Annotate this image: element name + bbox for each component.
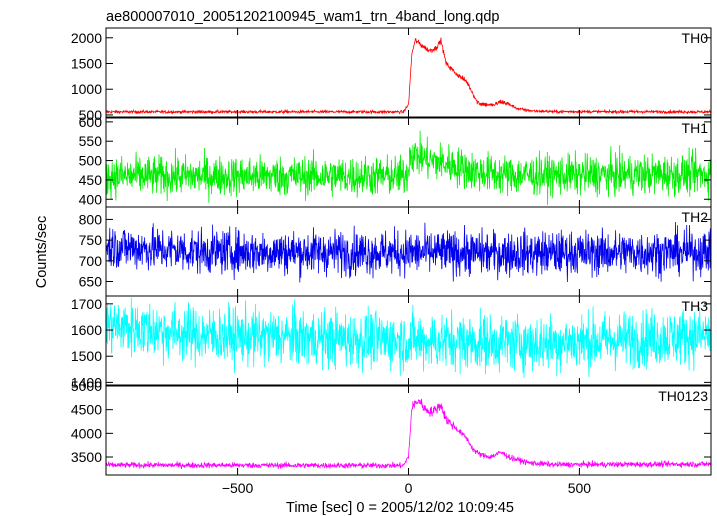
panel-label-th0123: TH0123 [658, 388, 708, 404]
y-tick-label-th2: 700 [79, 253, 103, 269]
y-tick-label-th3: 1700 [71, 296, 102, 312]
x-tick-label: 500 [568, 480, 592, 496]
panel-label-th2: TH2 [682, 209, 709, 225]
chart-title: ae800007010_20051202100945_wam1_trn_4ban… [106, 9, 499, 25]
series-th2 [106, 221, 711, 283]
y-tick-label-th0123: 5000 [71, 378, 102, 394]
y-tick-label-th0123: 4500 [71, 402, 102, 418]
y-axis-label: Counts/sec [34, 216, 50, 289]
y-tick-label-th1: 550 [79, 133, 103, 149]
y-tick-label-th0: 500 [79, 107, 103, 123]
y-tick-label-th3: 1600 [71, 322, 102, 338]
series-th1 [106, 130, 711, 205]
x-tick-label: 0 [405, 480, 413, 496]
series-th0123 [106, 398, 711, 470]
y-tick-label-th1: 400 [79, 191, 103, 207]
panel-label-th3: TH3 [682, 298, 709, 314]
y-tick-label-th0: 2000 [71, 30, 102, 46]
x-tick-label: −500 [222, 480, 254, 496]
y-tick-label-th0123: 4000 [71, 425, 102, 441]
series-th0 [106, 37, 711, 115]
y-tick-label-th3: 1500 [71, 348, 102, 364]
series-th3 [106, 297, 711, 379]
panel-label-th0: TH0 [682, 30, 709, 46]
x-axis-label: Time [sec] 0 = 2005/12/02 10:09:45 [286, 500, 514, 516]
y-tick-label-th0: 1000 [71, 81, 102, 97]
y-tick-label-th2: 750 [79, 232, 103, 248]
y-tick-label-th1: 450 [79, 172, 103, 188]
y-tick-label-th1: 500 [79, 153, 103, 169]
panel-label-th1: TH1 [682, 120, 709, 136]
y-tick-label-th2: 650 [79, 274, 103, 290]
y-tick-label-th2: 800 [79, 211, 103, 227]
plot-area: 500 1000 1500 2000 TH0 400 450 500 550 600 TH1 650 7… [71, 27, 712, 496]
y-tick-label-th0: 1500 [71, 55, 102, 71]
y-tick-label-th1: 600 [79, 114, 103, 130]
y-tick-label-th3: 1400 [71, 374, 102, 390]
y-tick-label-th0123: 3500 [71, 449, 102, 465]
